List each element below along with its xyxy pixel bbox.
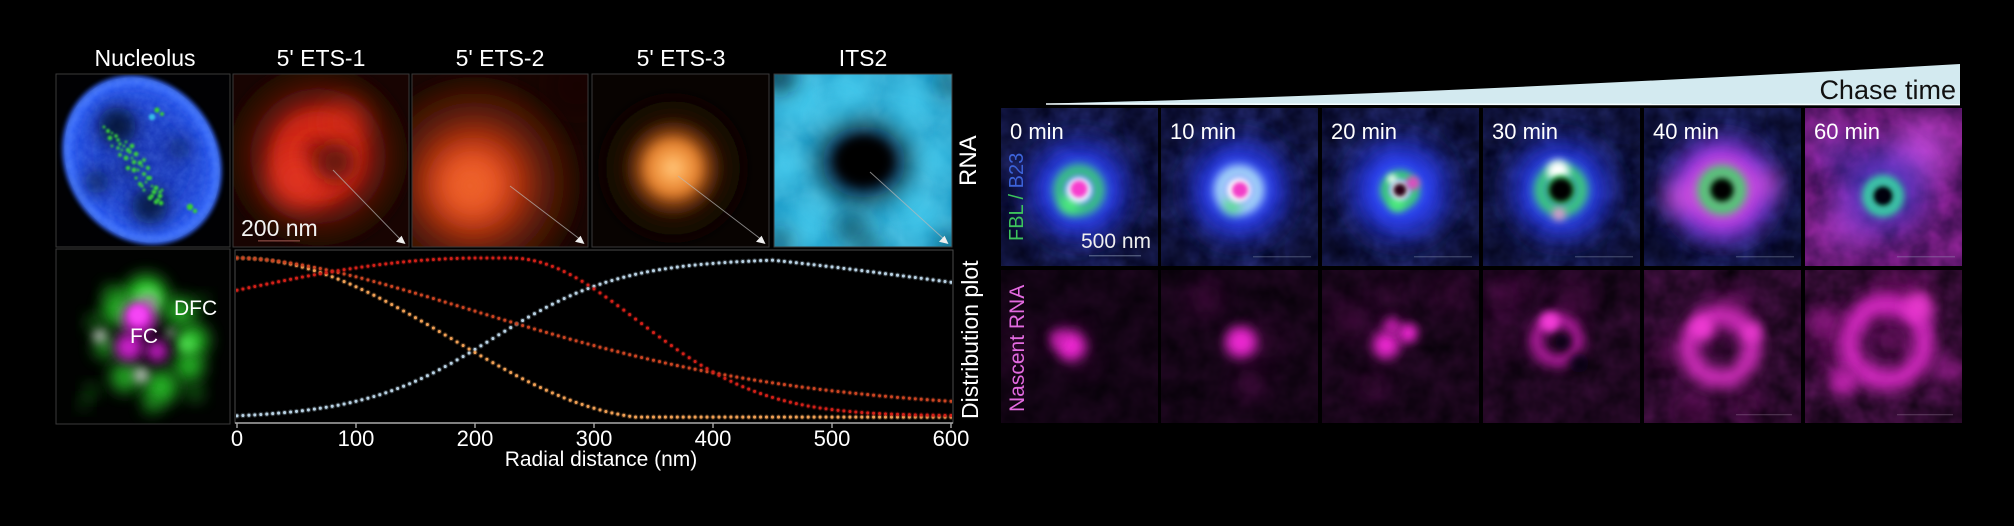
svg-text:Distribution plot: Distribution plot xyxy=(957,260,983,419)
svg-text:Chase time: Chase time xyxy=(1819,75,1956,105)
svg-text:500 nm: 500 nm xyxy=(1081,230,1151,253)
svg-text:0: 0 xyxy=(231,426,243,451)
svg-text:FC: FC xyxy=(130,325,158,348)
svg-text:200: 200 xyxy=(457,426,494,451)
svg-text:Nascent RNA: Nascent RNA xyxy=(1006,285,1029,412)
svg-text:60 min: 60 min xyxy=(1814,119,1880,144)
svg-text:100: 100 xyxy=(338,426,375,451)
svg-text:Radial distance (nm): Radial distance (nm) xyxy=(505,448,698,471)
svg-text:ITS2: ITS2 xyxy=(839,45,888,71)
svg-text:Nucleolus: Nucleolus xyxy=(95,45,196,71)
svg-text:10 min: 10 min xyxy=(1170,119,1236,144)
svg-text:400: 400 xyxy=(695,426,732,451)
svg-text:DFC: DFC xyxy=(174,297,217,320)
svg-text:5' ETS-3: 5' ETS-3 xyxy=(637,45,726,71)
svg-text:300: 300 xyxy=(576,426,613,451)
svg-text:FBL / B23: FBL / B23 xyxy=(1006,153,1028,241)
svg-text:30 min: 30 min xyxy=(1492,119,1558,144)
svg-text:40 min: 40 min xyxy=(1653,119,1719,144)
svg-text:600: 600 xyxy=(933,426,970,451)
svg-text:0 min: 0 min xyxy=(1010,119,1064,144)
svg-text:500: 500 xyxy=(814,426,851,451)
svg-text:20 min: 20 min xyxy=(1331,119,1397,144)
svg-text:RNA: RNA xyxy=(955,135,982,186)
svg-text:5' ETS-1: 5' ETS-1 xyxy=(277,45,366,71)
svg-text:200 nm: 200 nm xyxy=(241,215,318,241)
svg-text:5' ETS-2: 5' ETS-2 xyxy=(456,45,545,71)
